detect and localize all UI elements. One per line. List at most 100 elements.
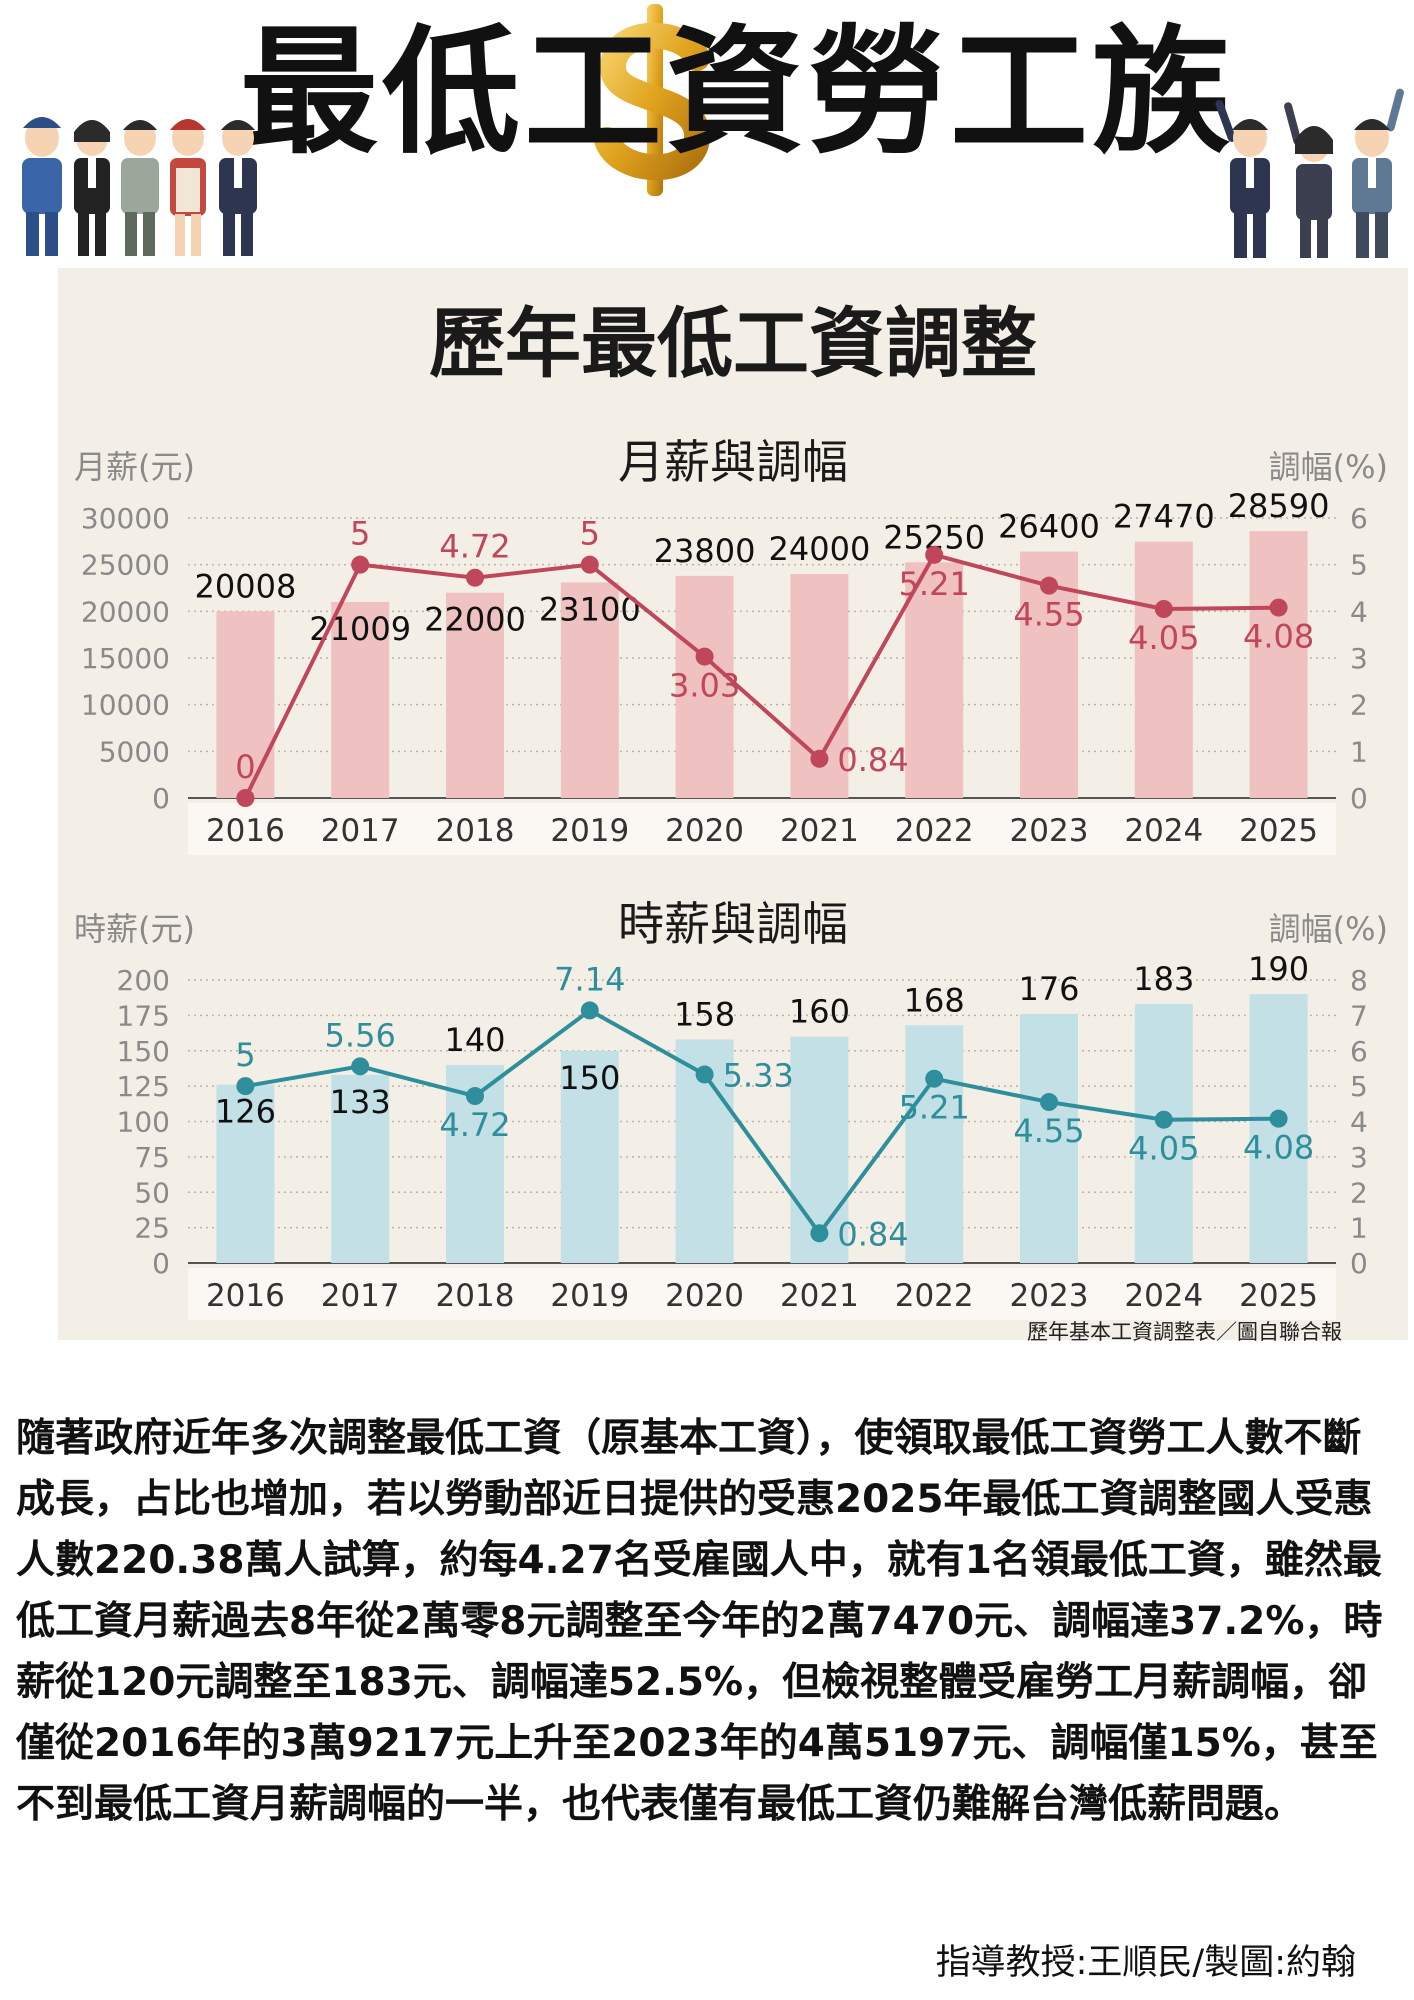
line-point: [1154, 1110, 1173, 1129]
bar-value-label: 126: [215, 1093, 276, 1131]
line-value-label: 0.84: [837, 1215, 908, 1253]
bar-value-label: 27470: [1113, 498, 1215, 536]
line-value-label: 4.55: [1013, 1112, 1084, 1150]
bar: [675, 575, 734, 798]
x-tick-label: 2019: [550, 1278, 629, 1314]
x-tick-label: 2022: [895, 813, 974, 849]
y2-tick-label: 2: [1350, 1176, 1368, 1209]
line-series: [245, 1008, 1279, 1237]
bar: [1249, 531, 1308, 798]
y2-tick-label: 1: [1350, 1212, 1368, 1245]
line-value-label: 5.21: [899, 1089, 970, 1127]
chart-title: 時薪與調幅: [618, 897, 848, 951]
x-tick-label: 2016: [206, 813, 285, 849]
bar: [446, 592, 504, 798]
bar-value-label: 140: [444, 1021, 505, 1059]
infographic-panel: 歷年最低工資調整 月薪與調幅 月薪(元) 調幅(%) 0 5000 10000 15000 2…: [58, 268, 1408, 1344]
line-value-label: 4.05: [1128, 619, 1199, 657]
line-value-label: 4.55: [1013, 596, 1084, 634]
line-point: [236, 789, 255, 807]
line-series: [243, 552, 1279, 799]
x-tick-label: 2023: [1010, 813, 1089, 849]
bar: [216, 611, 275, 798]
chart-title: 月薪與調幅: [618, 435, 848, 489]
y-tick-label: 200: [117, 964, 170, 997]
x-axis-band: [188, 1268, 1336, 1320]
y-tick-label: 125: [117, 1070, 170, 1103]
bar-value-label: 23800: [654, 532, 756, 570]
y2-tick-label: 4: [1350, 595, 1368, 628]
gold-dollar-icon: [594, 4, 711, 196]
bar-value-label: 22000: [424, 601, 526, 639]
line-point: [1154, 600, 1173, 618]
x-tick-label: 2021: [780, 813, 859, 849]
line-value-label: 5: [350, 515, 370, 553]
bar: [1134, 1004, 1193, 1263]
line-point: [810, 749, 829, 768]
y-tick-label: 20000: [81, 595, 170, 628]
bar: [1134, 541, 1193, 798]
y2-tick-label: 7: [1350, 999, 1368, 1032]
cheering-worker-group-icon: [1215, 88, 1404, 258]
bar-value-label: 24000: [769, 530, 871, 568]
line-value-label: 0: [235, 748, 255, 786]
x-tick-label: 2024: [1124, 1278, 1203, 1314]
y2-tick-label: 3: [1350, 642, 1368, 675]
y-tick-label: 15000: [81, 642, 170, 675]
bar-value-label: 190: [1248, 950, 1309, 988]
line-value-label: 5: [235, 1036, 255, 1074]
bar-value-label: 28590: [1228, 487, 1330, 525]
x-axis-band: [188, 803, 1336, 855]
y2-axis-label: 調幅(%): [1269, 448, 1388, 486]
bar-value-label: 176: [1018, 970, 1079, 1008]
y2-tick-label: 5: [1350, 549, 1368, 582]
line-point: [1040, 1093, 1058, 1112]
bar-value-label: 150: [559, 1059, 620, 1097]
x-tick-label: 2025: [1239, 813, 1318, 849]
y2-tick-label: 1: [1350, 735, 1368, 768]
y-tick-label: 50: [134, 1176, 170, 1209]
y2-tick-label: 3: [1350, 1141, 1368, 1174]
x-tick-label: 2018: [436, 1278, 515, 1314]
line-point: [810, 1224, 829, 1243]
y-tick-label: 75: [134, 1141, 170, 1174]
bar-value-label: 20008: [195, 567, 297, 605]
bar-value-label: 23100: [539, 590, 641, 628]
line-point: [236, 1077, 255, 1096]
y2-tick-label: 0: [1350, 782, 1368, 815]
line-point: [925, 1069, 944, 1088]
y2-axis-label: 調幅(%): [1269, 910, 1388, 948]
line-point: [580, 555, 599, 574]
line-point: [695, 647, 714, 666]
line-point: [466, 568, 484, 587]
y-tick-label: 100: [117, 1106, 170, 1139]
bar-value-label: 183: [1133, 960, 1194, 998]
y2-tick-label: 4: [1350, 1106, 1368, 1139]
line-point: [580, 1001, 599, 1020]
y-tick-label: 25: [134, 1212, 170, 1245]
bar: [1020, 1013, 1078, 1263]
x-tick-label: 2024: [1124, 813, 1203, 849]
credit-line: 指導教授:王順民/製圖:約翰: [935, 1943, 1356, 1983]
line-point: [466, 1087, 484, 1106]
y2-tick-label: 5: [1350, 1070, 1368, 1103]
bar: [905, 562, 964, 798]
line-value-label: 4.72: [439, 1106, 510, 1144]
line-value-label: 5.21: [899, 565, 970, 603]
y2-tick-label: 6: [1350, 502, 1368, 535]
source-note: 歷年基本工資調整表／圖自聯合報: [1027, 1320, 1342, 1344]
y-tick-label: 0: [152, 1247, 170, 1280]
infographic-title: 歷年最低工資調整: [429, 299, 1037, 388]
article-text: 隨著政府近年多次調整最低工資（原基本工資），使領取最低工資勞工人數不斷成長，占比…: [16, 1416, 1383, 1827]
line-value-label: 0.84: [837, 741, 908, 779]
line-point: [1269, 1109, 1288, 1128]
bar: [331, 1074, 390, 1263]
y2-tick-label: 0: [1350, 1247, 1368, 1280]
line-point: [695, 1065, 714, 1084]
line-value-label: 5.56: [325, 1016, 396, 1054]
bar-value-label: 133: [330, 1083, 391, 1121]
page-title: 最低工資勞工族: [240, 12, 1235, 173]
